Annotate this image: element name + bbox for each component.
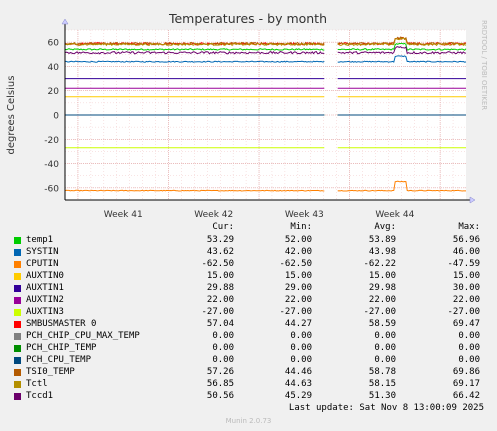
series-line-tctl: [64, 42, 325, 47]
y-axis-label: degrees Celsius: [6, 76, 17, 155]
series-line-cputin: [64, 189, 325, 192]
series-line-cputin: [337, 180, 466, 192]
y-tick-label: -60: [44, 184, 59, 194]
y-tick-label: 40: [48, 63, 60, 73]
y-tick-label: -20: [44, 136, 59, 146]
chart-title: Temperatures - by month: [168, 11, 327, 26]
last-update-text: Last update: Sat Nov 8 13:00:09 2025: [288, 403, 484, 413]
series-line-systin: [65, 60, 325, 63]
munin-version-text: Munin 2.0.73: [225, 417, 272, 425]
series-layer: [64, 36, 467, 192]
y-tick-label: 20: [48, 87, 60, 97]
y-axis-arrow: [61, 18, 69, 25]
series-line-tccd1: [64, 50, 325, 55]
series-line-tccd1: [337, 46, 467, 55]
x-axis-arrow: [469, 196, 476, 204]
y-tick-label: 60: [48, 39, 60, 49]
x-tick-label: Week 41: [104, 210, 143, 220]
x-tick-label: Week 44: [375, 210, 414, 220]
series-line-tctl: [337, 37, 467, 47]
axis-layer: -60 -40 -20 0 20 40 60 Week 41 Week 42 Week 43 Wee…: [44, 18, 476, 220]
y-tick-label: -40: [44, 160, 59, 170]
y-tick-label: 0: [53, 112, 59, 122]
rrdtool-credit: RRDTOOL / TOBI OETIKER: [480, 20, 488, 111]
series-line-temp1: [64, 48, 325, 51]
series-line-systin: [337, 55, 467, 63]
x-tick-label: Week 42: [194, 210, 233, 220]
x-tick-label: Week 43: [285, 210, 324, 220]
series-line-temp1: [337, 42, 467, 51]
